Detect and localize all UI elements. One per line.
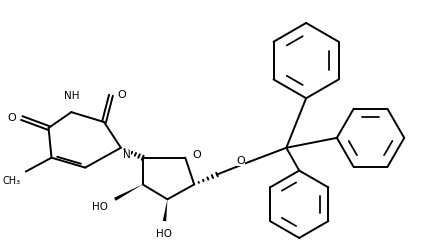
Text: O: O — [192, 150, 201, 160]
Polygon shape — [114, 185, 143, 201]
Text: O: O — [236, 156, 245, 166]
Text: HO: HO — [92, 202, 108, 212]
Text: N: N — [123, 150, 131, 160]
Text: O: O — [7, 113, 16, 123]
Text: HO: HO — [157, 229, 172, 239]
Polygon shape — [163, 199, 167, 221]
Text: NH: NH — [64, 91, 79, 101]
Text: O: O — [117, 90, 126, 100]
Text: CH₃: CH₃ — [3, 176, 21, 186]
